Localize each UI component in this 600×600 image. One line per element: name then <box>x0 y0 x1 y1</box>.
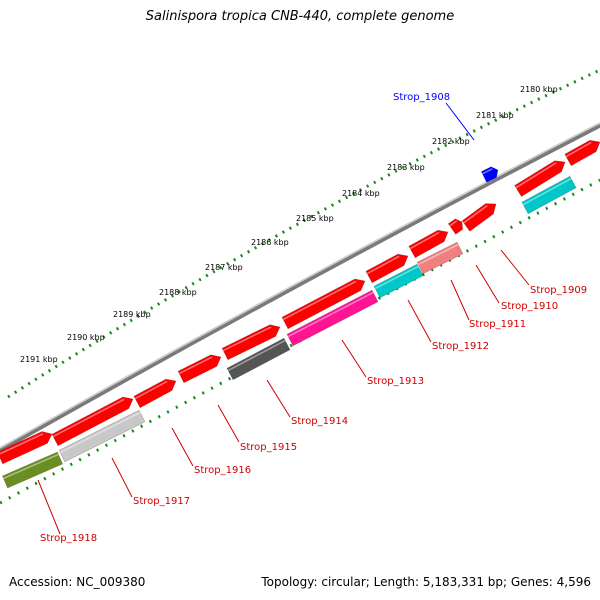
gene-leader-line <box>37 479 61 535</box>
gene-feature-highlight <box>3 453 59 480</box>
gene-label[interactable]: Strop_1917 <box>133 496 190 507</box>
gene-label[interactable]: Strop_1913 <box>367 376 424 387</box>
gene-label[interactable]: Strop_1908 <box>393 92 450 103</box>
gene-feature-highlight <box>417 243 459 266</box>
gene-leader-line <box>445 102 475 141</box>
gene-feature-highlight <box>227 339 286 372</box>
gene-feature <box>0 431 53 465</box>
gene-label[interactable]: Strop_1914 <box>291 416 348 427</box>
gene-feature <box>51 396 134 447</box>
gene-feature-highlight <box>287 291 374 338</box>
genome-title: Salinispora tropica CNB-440, complete ge… <box>145 9 455 24</box>
gene-feature-highlight <box>565 141 592 158</box>
gene-feature-highlight <box>0 433 44 455</box>
gene-feature-highlight <box>515 162 557 189</box>
gene-feature <box>461 203 497 232</box>
gene-feature-highlight <box>522 177 572 206</box>
genome-backbone <box>0 122 600 453</box>
gene-leader-line <box>475 264 500 304</box>
gene-leader-line <box>266 379 291 418</box>
gene-feature-highlight <box>52 398 125 438</box>
gene-leader-line <box>111 457 133 498</box>
gene-leader-line <box>217 404 240 443</box>
gene-feature <box>514 160 566 197</box>
gene-feature-highlight <box>178 356 213 375</box>
tick-label: 2188 kbp <box>159 288 197 297</box>
tick-label: 2181 kbp <box>476 111 514 120</box>
gene-feature <box>408 229 449 259</box>
genome-summary-label: Topology: circular; Length: 5,183,331 bp… <box>261 575 591 589</box>
gene-feature <box>365 253 409 284</box>
gene-feature <box>221 324 281 361</box>
gene-feature <box>416 241 464 275</box>
gene-leader-line <box>500 249 530 286</box>
gene-feature <box>226 337 291 381</box>
gene-leader-line <box>407 299 432 343</box>
gene-feature <box>177 354 222 384</box>
gene-label[interactable]: Strop_1911 <box>469 319 526 330</box>
tick-label: 2189 kbp <box>113 310 151 319</box>
tick-labels: 2180 kbp 2181 kbp 2182 kbp 2183 kbp 2184 kbp… <box>20 85 558 364</box>
gene-feature <box>58 409 146 463</box>
gene-feature <box>447 218 464 235</box>
gene-feature-highlight <box>409 231 440 250</box>
gene-feature-highlight <box>449 220 458 227</box>
gene-leader-line <box>171 427 194 467</box>
gene-labels: Strop_1908 Strop_1909 Strop_1910 Strop_1911… <box>37 92 587 544</box>
gene-feature <box>521 175 577 215</box>
gene-feature <box>281 278 366 330</box>
gene-feature <box>480 166 499 183</box>
gene-feature-highlight <box>222 326 272 352</box>
gene-label[interactable]: Strop_1909 <box>530 285 587 296</box>
gene-label[interactable]: Strop_1915 <box>240 442 297 453</box>
tick-label: 2191 kbp <box>20 355 58 364</box>
tick-label: 2190 kbp <box>67 333 105 342</box>
gene-leader-line <box>341 339 367 378</box>
gene-feature <box>564 139 600 167</box>
gene-feature-highlight <box>482 168 493 175</box>
gene-feature-highlight <box>59 411 141 454</box>
gene-feature-highlight <box>366 255 400 275</box>
gene-label[interactable]: Strop_1916 <box>194 465 251 476</box>
gene-feature-highlight <box>134 380 168 400</box>
tick-label: 2183 kbp <box>387 163 425 172</box>
gene-label[interactable]: Strop_1910 <box>501 301 558 312</box>
tick-label: 2182 kbp <box>432 137 470 146</box>
gene-leader-line <box>450 279 470 321</box>
tick-label: 2187 kbp <box>205 263 243 272</box>
accession-label: Accession: NC_009380 <box>9 575 146 589</box>
gene-features <box>0 139 600 489</box>
tick-label: 2184 kbp <box>342 189 380 198</box>
tick-label: 2185 kbp <box>296 214 334 223</box>
gene-feature-highlight <box>463 204 488 224</box>
tick-label: 2180 kbp <box>520 85 558 94</box>
gene-label[interactable]: Strop_1912 <box>432 341 489 352</box>
gene-label[interactable]: Strop_1918 <box>40 533 97 544</box>
gene-feature-highlight <box>282 280 357 321</box>
gene-feature <box>133 378 177 409</box>
gene-feature <box>373 263 424 299</box>
gene-feature-highlight <box>374 265 419 290</box>
gene-feature <box>286 289 379 347</box>
gene-feature <box>2 451 63 489</box>
genome-backbone-highlight <box>0 122 600 449</box>
tick-label: 2186 kbp <box>251 238 289 247</box>
